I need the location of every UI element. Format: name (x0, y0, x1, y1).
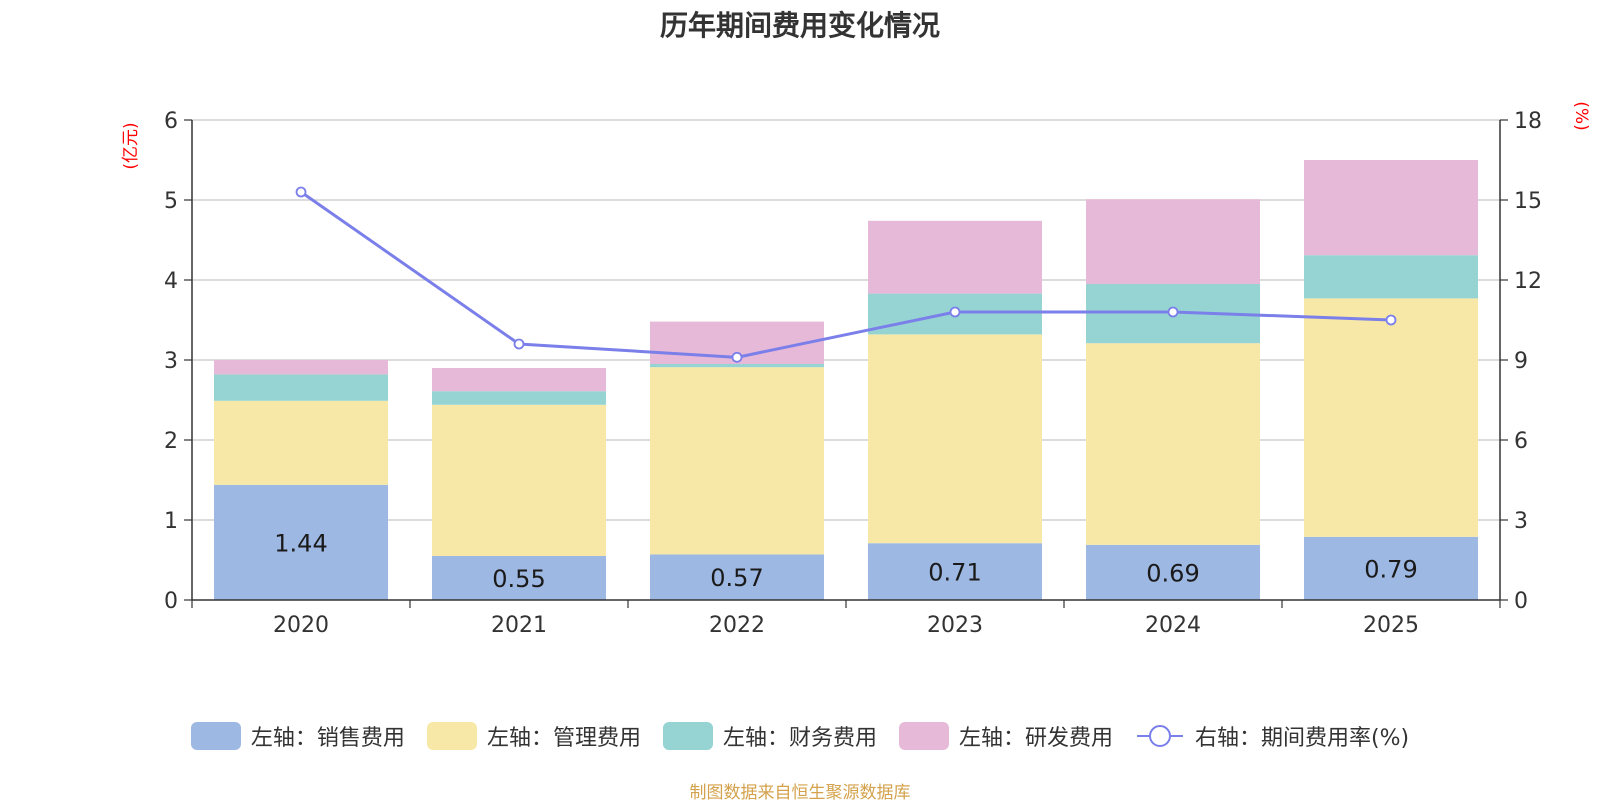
legend-item-admin[interactable]: 左轴：管理费用 (426, 720, 641, 752)
bar-admin-2022 (650, 367, 824, 555)
bar-sales-2022 (650, 554, 824, 600)
left-axis-unit-label: (亿元) (121, 122, 141, 169)
legend-item-rate[interactable]: 右轴：期间费用率(%) (1135, 720, 1409, 752)
right-axis-tick-label: 15 (1514, 189, 1542, 214)
left-axis-tick-label: 5 (164, 189, 178, 214)
legend-label-admin: 左轴：管理费用 (486, 726, 641, 751)
right-axis-tick-label: 9 (1514, 349, 1528, 374)
bar-finance-2022 (650, 364, 824, 368)
legend-item-finance[interactable]: 左轴：财务费用 (662, 720, 877, 752)
legend-label-finance: 左轴：财务费用 (722, 726, 877, 751)
left-axis-tick-label: 4 (164, 269, 178, 294)
data-label-sales: 1.44 (274, 529, 327, 557)
legend-item-rd[interactable]: 左轴：研发费用 (898, 720, 1113, 752)
bar-rd-2020 (214, 360, 388, 375)
bar-rd-2023 (868, 220, 1042, 294)
right-axis-tick-label: 6 (1514, 429, 1528, 454)
x-axis-tick-label: 2023 (927, 613, 983, 638)
legend-swatch-admin (426, 722, 477, 750)
right-axis-tick-label: 18 (1514, 109, 1542, 134)
left-axis-tick-label: 1 (164, 509, 178, 534)
bar-finance-2020 (214, 374, 388, 401)
legend-swatch-sales (190, 722, 241, 750)
x-axis-tick-label: 2020 (273, 613, 329, 638)
data-label-sales: 0.71 (928, 559, 981, 587)
bar-admin-2020 (214, 400, 388, 485)
data-label-sales: 0.57 (710, 564, 763, 592)
bar-rd-2025 (1304, 160, 1478, 256)
rate-point-2021 (513, 338, 525, 350)
bar-admin-2023 (868, 334, 1042, 544)
bar-sales-2025 (1304, 536, 1478, 600)
bar-sales-2021 (432, 556, 606, 600)
legend-line-circle-icon (1136, 725, 1183, 747)
bar-finance-2025 (1304, 255, 1478, 299)
bar-sales-2023 (868, 543, 1042, 600)
bar-rd-2021 (432, 368, 606, 392)
bar-admin-2021 (432, 404, 606, 556)
bar-finance-2021 (432, 391, 606, 405)
source-note: 制图数据来自恒生聚源数据库 (689, 783, 911, 803)
legend-label-rd: 左轴：研发费用 (958, 726, 1113, 751)
rate-point-2020 (295, 186, 307, 198)
rate-point-2025 (1385, 314, 1397, 326)
x-axis-tick-label: 2021 (491, 613, 547, 638)
legend-swatch-finance (662, 722, 713, 750)
data-label-sales: 0.79 (1364, 555, 1417, 583)
legend-item-sales[interactable]: 左轴：销售费用 (190, 720, 405, 752)
bar-admin-2024 (1086, 343, 1260, 545)
right-axis-unit-label: (%) (1571, 101, 1591, 130)
data-label-sales: 0.69 (1146, 559, 1199, 587)
left-axis-tick-label: 2 (164, 429, 178, 454)
line-layer (295, 186, 1397, 363)
right-axis-tick-label: 3 (1514, 509, 1528, 534)
bar-sales-2020 (214, 484, 388, 600)
right-axis-tick-label: 0 (1514, 589, 1528, 614)
bar-admin-2025 (1304, 298, 1478, 537)
x-axis-tick-label: 2025 (1363, 613, 1419, 638)
bar-sales-2024 (1086, 544, 1260, 600)
legend-swatch-rd (898, 722, 949, 750)
grid-layer (192, 119, 1500, 521)
legend: 左轴：销售费用 左轴：管理费用 左轴：财务费用 左轴：研发费用 右轴：期间费用率… (0, 720, 1600, 752)
x-axis-tick-label: 2024 (1145, 613, 1201, 638)
label-layer: 1.44 0.55 0.57 0.71 0.69 0.79 (274, 529, 1417, 593)
rate-series-line (300, 190, 1392, 359)
left-axis-tick-label: 0 (164, 589, 178, 614)
rate-point-2022 (731, 351, 743, 363)
left-axis-tick-label: 6 (164, 109, 178, 134)
left-axis-tick-label: 3 (164, 349, 178, 374)
bar-layer (214, 160, 1478, 600)
chart-title: 历年期间费用变化情况 (659, 9, 940, 42)
x-axis-tick-label: 2022 (709, 613, 765, 638)
rate-point-2023 (949, 306, 961, 318)
rate-point-2024 (1167, 306, 1179, 318)
legend-label-rate: 右轴：期间费用率(%) (1194, 726, 1410, 751)
bar-rd-2024 (1086, 199, 1260, 284)
data-label-sales: 0.55 (492, 565, 545, 593)
right-axis-tick-label: 12 (1514, 269, 1542, 294)
legend-label-sales: 左轴：销售费用 (250, 726, 405, 751)
